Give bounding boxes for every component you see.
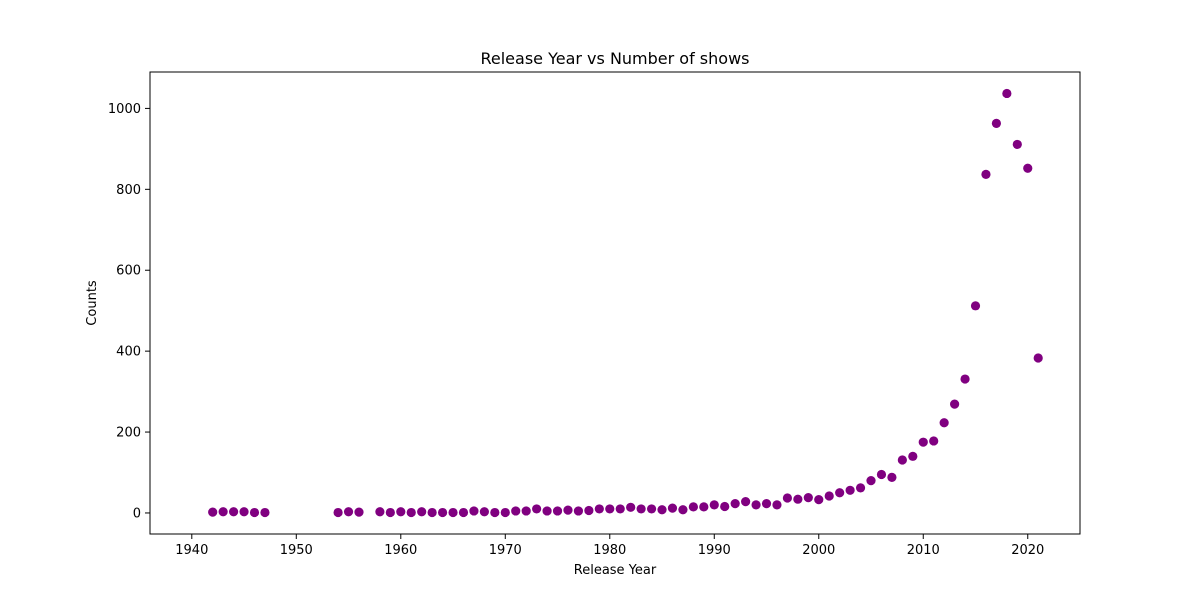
data-point xyxy=(918,437,928,447)
data-point xyxy=(678,505,688,515)
data-point xyxy=(699,502,709,512)
data-point xyxy=(605,504,615,514)
data-point xyxy=(688,502,698,512)
data-point xyxy=(772,500,782,510)
data-point xyxy=(626,502,636,512)
data-point xyxy=(1002,88,1012,99)
data-point xyxy=(521,506,531,516)
data-point xyxy=(385,507,395,518)
data-point xyxy=(761,499,772,509)
data-point xyxy=(354,507,364,517)
data-point xyxy=(511,506,521,516)
data-point xyxy=(929,436,939,446)
data-point xyxy=(814,495,824,505)
data-point xyxy=(396,507,406,517)
data-point xyxy=(532,504,542,514)
data-point xyxy=(584,505,594,516)
data-point xyxy=(469,506,479,516)
data-point xyxy=(375,507,385,517)
data-point xyxy=(458,507,469,518)
data-point xyxy=(427,507,437,518)
y-axis-label: Counts xyxy=(85,280,100,326)
data-point xyxy=(573,506,584,516)
y-tick-label: 800 xyxy=(116,183,141,198)
data-point xyxy=(887,472,897,482)
data-points xyxy=(208,88,1043,518)
data-point xyxy=(1023,163,1033,173)
data-point xyxy=(437,507,448,518)
data-point xyxy=(417,507,427,517)
data-point xyxy=(824,491,834,501)
data-point xyxy=(563,505,573,515)
data-point xyxy=(479,507,489,517)
x-tick-label: 1940 xyxy=(175,543,208,558)
x-tick-label: 2010 xyxy=(907,543,940,558)
data-point xyxy=(845,485,855,495)
x-tick-label: 2000 xyxy=(802,543,835,558)
data-point xyxy=(552,506,563,516)
data-point xyxy=(406,507,416,518)
data-point xyxy=(709,500,719,510)
data-point xyxy=(950,399,960,409)
data-point xyxy=(218,507,228,517)
data-point xyxy=(500,507,510,518)
data-point xyxy=(208,507,218,517)
data-point xyxy=(657,505,667,515)
data-point xyxy=(720,501,730,512)
data-point xyxy=(741,497,751,507)
data-point xyxy=(646,504,657,514)
data-point xyxy=(782,493,793,503)
data-point xyxy=(249,507,260,518)
data-point xyxy=(343,507,354,517)
data-point xyxy=(228,507,239,517)
x-tick-label: 1970 xyxy=(489,543,522,558)
data-point xyxy=(960,374,970,384)
data-point xyxy=(1033,353,1043,363)
data-point xyxy=(636,504,646,514)
data-point xyxy=(239,507,249,517)
y-tick-label: 0 xyxy=(133,506,141,521)
y-tick-label: 200 xyxy=(116,426,141,441)
chart-title: Release Year vs Number of shows xyxy=(480,49,749,68)
x-tick-label: 1980 xyxy=(593,543,626,558)
data-point xyxy=(448,507,458,518)
data-point xyxy=(939,418,949,428)
data-point xyxy=(835,488,845,498)
data-point xyxy=(981,169,991,179)
data-point xyxy=(803,492,813,503)
data-point xyxy=(667,503,678,513)
plot-area-frame xyxy=(149,71,1081,535)
y-axis-ticks: 0 200 400 600 800 1000 xyxy=(108,102,150,521)
x-tick-label: 1990 xyxy=(698,543,731,558)
data-point xyxy=(970,301,981,311)
x-tick-label: 2020 xyxy=(1011,543,1044,558)
data-point xyxy=(490,507,500,518)
data-point xyxy=(908,451,918,461)
data-point xyxy=(594,504,604,514)
data-point xyxy=(866,475,876,486)
data-point xyxy=(855,483,866,493)
x-axis-ticks: 1940 1950 1960 1970 1980 1990 2000 2010 2020 xyxy=(175,534,1044,558)
data-point xyxy=(730,499,740,509)
data-point xyxy=(333,507,343,518)
data-point xyxy=(542,506,552,516)
data-point xyxy=(1012,139,1022,150)
x-axis-label: Release Year xyxy=(574,563,657,578)
y-tick-label: 400 xyxy=(116,345,141,360)
data-point xyxy=(751,500,761,510)
x-tick-label: 1950 xyxy=(280,543,313,558)
data-point xyxy=(876,469,887,480)
data-point xyxy=(897,455,907,465)
data-point xyxy=(615,504,625,514)
data-point xyxy=(793,494,803,504)
data-point xyxy=(260,507,270,518)
x-tick-label: 1960 xyxy=(384,543,417,558)
data-point xyxy=(991,118,1002,128)
y-tick-label: 1000 xyxy=(108,102,141,117)
y-tick-label: 600 xyxy=(116,264,141,279)
